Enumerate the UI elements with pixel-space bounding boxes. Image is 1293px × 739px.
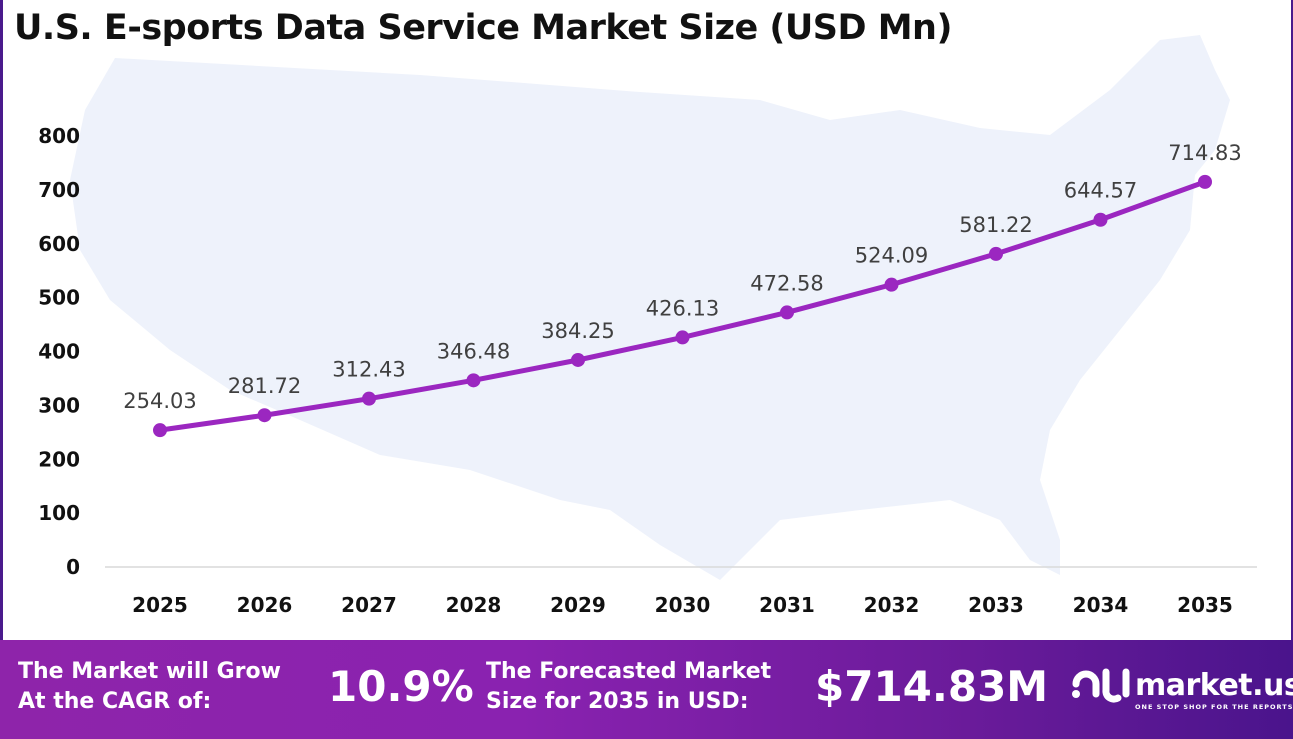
logo-text: market.us bbox=[1135, 668, 1293, 703]
y-tick-label: 300 bbox=[38, 393, 80, 417]
y-tick-label: 800 bbox=[38, 124, 80, 148]
y-tick-label: 200 bbox=[38, 447, 80, 471]
data-label: 524.09 bbox=[855, 244, 928, 268]
data-point bbox=[1198, 174, 1212, 189]
x-tick-label: 2035 bbox=[1177, 593, 1233, 617]
y-tick-label: 600 bbox=[38, 232, 80, 256]
cagr-label-line2: At the CAGR of: bbox=[18, 689, 212, 714]
x-tick-label: 2032 bbox=[864, 593, 920, 617]
data-point bbox=[884, 277, 899, 292]
y-tick-label: 500 bbox=[38, 286, 80, 310]
data-label: 426.13 bbox=[646, 296, 719, 320]
data-point bbox=[257, 408, 272, 423]
data-point bbox=[1093, 212, 1108, 227]
data-point bbox=[989, 246, 1003, 261]
cagr-label-line1: The Market will Grow bbox=[18, 659, 281, 684]
data-point bbox=[153, 423, 167, 438]
data-label: 581.22 bbox=[959, 213, 1032, 237]
y-tick-label: 100 bbox=[38, 501, 80, 525]
y-tick-label: 0 bbox=[66, 555, 80, 579]
data-point bbox=[780, 305, 794, 320]
x-tick-label: 2026 bbox=[237, 593, 293, 617]
footer-banner: The Market will Grow At the CAGR of: 10.… bbox=[0, 640, 1293, 739]
data-point bbox=[571, 352, 585, 367]
data-label: 714.83 bbox=[1168, 141, 1241, 165]
chart-title: U.S. E-sports Data Service Market Size (… bbox=[14, 8, 952, 48]
data-label: 254.03 bbox=[123, 389, 196, 413]
line-chart: 0 100 200 300 400 500 600 700 800 2025 2026 2027 20… bbox=[38, 35, 1257, 617]
x-tick-label: 2028 bbox=[446, 593, 502, 617]
forecast-label-line2: Size for 2035 in USD: bbox=[486, 689, 749, 714]
data-label: 312.43 bbox=[332, 358, 405, 382]
market-us-logo-icon bbox=[1072, 668, 1130, 703]
y-tick-label: 400 bbox=[38, 340, 80, 364]
data-label: 384.25 bbox=[541, 319, 614, 343]
data-label: 472.58 bbox=[750, 271, 823, 295]
x-tick-label: 2029 bbox=[550, 593, 606, 617]
x-tick-label: 2033 bbox=[968, 593, 1024, 617]
data-label: 346.48 bbox=[437, 339, 510, 363]
cagr-value: 10.9% bbox=[328, 662, 474, 711]
data-label: 644.57 bbox=[1064, 179, 1137, 203]
data-point bbox=[466, 373, 481, 388]
y-tick-label: 700 bbox=[38, 178, 80, 202]
data-point bbox=[675, 330, 690, 345]
forecast-value: $714.83M bbox=[815, 662, 1049, 711]
data-point bbox=[362, 391, 376, 406]
chart-frame bbox=[0, 0, 1293, 640]
x-tick-label: 2025 bbox=[132, 593, 188, 617]
data-label: 281.72 bbox=[228, 374, 301, 398]
us-map-background bbox=[70, 35, 1230, 580]
logo-tagline: ONE STOP SHOP FOR THE REPORTS bbox=[1135, 703, 1293, 711]
x-tick-label: 2030 bbox=[655, 593, 711, 617]
forecast-label-line1: The Forecasted Market bbox=[486, 659, 772, 684]
x-tick-label: 2027 bbox=[341, 593, 397, 617]
x-tick-label: 2034 bbox=[1073, 593, 1129, 617]
x-tick-label: 2031 bbox=[759, 593, 815, 617]
